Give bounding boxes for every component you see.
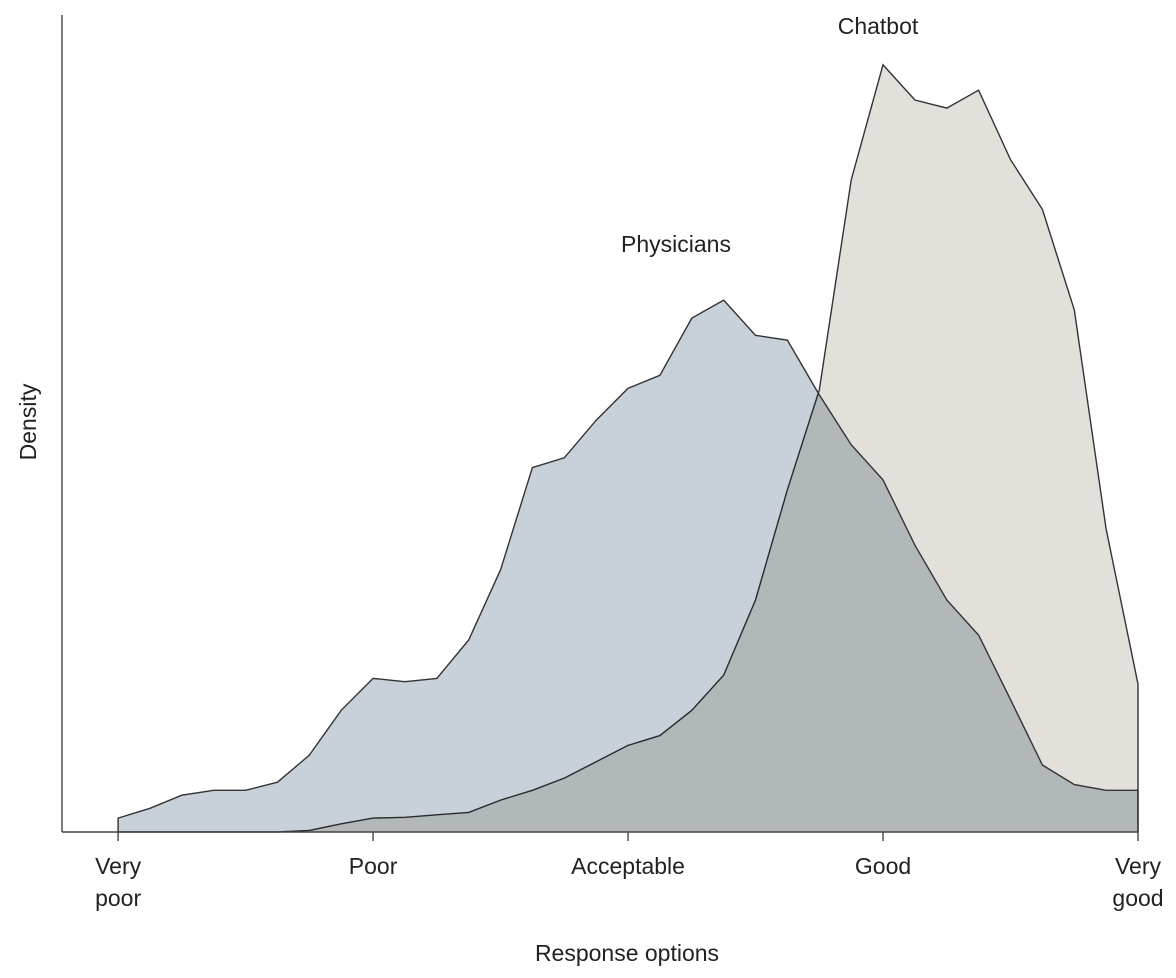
x-tick-label: Very poor	[95, 853, 142, 911]
x-tick-label: Very good	[1112, 853, 1164, 911]
density-area	[118, 300, 1139, 833]
series-label: Physicians	[621, 231, 731, 257]
x-tick-label: Acceptable	[571, 853, 685, 879]
x-tick-label: Good	[854, 853, 912, 879]
series-label: Chatbot	[838, 13, 919, 39]
x-tick-label: Poor	[348, 853, 398, 879]
y-axis-label: Density	[15, 383, 41, 460]
density-line	[117, 299, 1139, 832]
x-axis-label: Response options	[535, 940, 719, 966]
